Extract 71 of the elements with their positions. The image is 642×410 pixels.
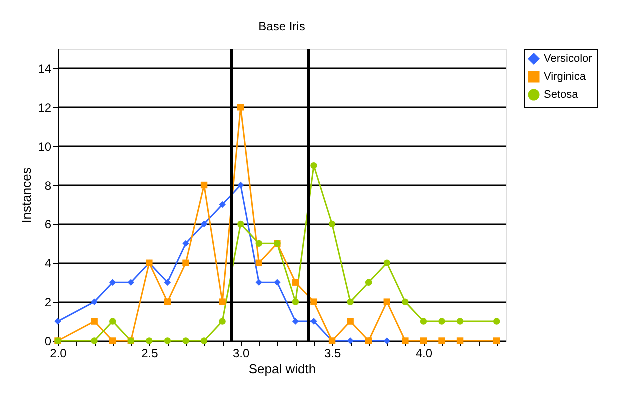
point — [438, 338, 446, 344]
x-axis-title: Sepal width — [248, 362, 316, 376]
y-axis-title: Instances — [19, 167, 34, 224]
point — [384, 260, 390, 266]
point — [256, 279, 262, 286]
point — [420, 318, 428, 325]
point — [238, 220, 244, 228]
point — [256, 240, 262, 248]
point — [274, 279, 281, 286]
y-tick-label: 6 — [44, 218, 52, 232]
legend-label: Virginica — [544, 71, 587, 83]
point — [456, 318, 464, 325]
point — [110, 279, 116, 286]
point — [328, 220, 336, 228]
point — [200, 338, 208, 344]
point — [219, 201, 226, 208]
point — [310, 162, 318, 170]
point — [146, 338, 153, 344]
x-tick-label: 2.5 — [142, 346, 159, 360]
point — [54, 318, 62, 325]
point — [494, 338, 500, 344]
point — [347, 318, 354, 325]
point — [219, 318, 226, 325]
y-tick-label: 8 — [44, 178, 52, 193]
point — [182, 240, 190, 248]
point — [164, 298, 172, 306]
point — [347, 298, 354, 306]
point — [110, 338, 116, 344]
point — [292, 318, 300, 325]
x-tick-label: 3.5 — [324, 346, 342, 360]
legend-label: Versicolor — [544, 53, 593, 65]
point — [200, 220, 208, 228]
point — [110, 318, 116, 325]
x-tick-label: 2.0 — [50, 346, 68, 360]
chart-title: Base Iris — [258, 20, 306, 34]
point — [238, 104, 244, 111]
y-tick-label: 12 — [38, 100, 52, 115]
point — [256, 260, 262, 266]
y-tick-label: 0 — [44, 334, 52, 348]
point — [91, 318, 98, 325]
y-tick-label: 4 — [44, 256, 52, 271]
y-tick-label: 2 — [44, 296, 52, 310]
point — [182, 260, 190, 266]
point — [238, 182, 244, 189]
x-tick-label: 3.0 — [233, 346, 250, 360]
point — [91, 338, 98, 344]
point — [164, 279, 172, 286]
point — [128, 279, 134, 286]
point — [182, 338, 190, 344]
point — [438, 318, 446, 325]
point — [310, 298, 318, 306]
x-tick-label: 4.0 — [416, 346, 433, 360]
point — [420, 338, 428, 344]
legend-label: Setosa — [544, 89, 580, 101]
point — [494, 318, 500, 325]
point — [366, 279, 372, 286]
y-tick-label: 10 — [38, 140, 52, 154]
point — [292, 298, 300, 306]
point — [384, 338, 390, 344]
point — [456, 338, 464, 344]
point — [402, 298, 409, 306]
point — [310, 318, 318, 325]
point — [402, 338, 409, 344]
point — [200, 182, 208, 189]
point — [164, 338, 172, 344]
point — [384, 298, 390, 306]
point — [347, 338, 354, 344]
point — [91, 298, 98, 306]
point — [292, 279, 300, 286]
point — [219, 298, 226, 306]
y-tick-label: 14 — [38, 62, 52, 76]
